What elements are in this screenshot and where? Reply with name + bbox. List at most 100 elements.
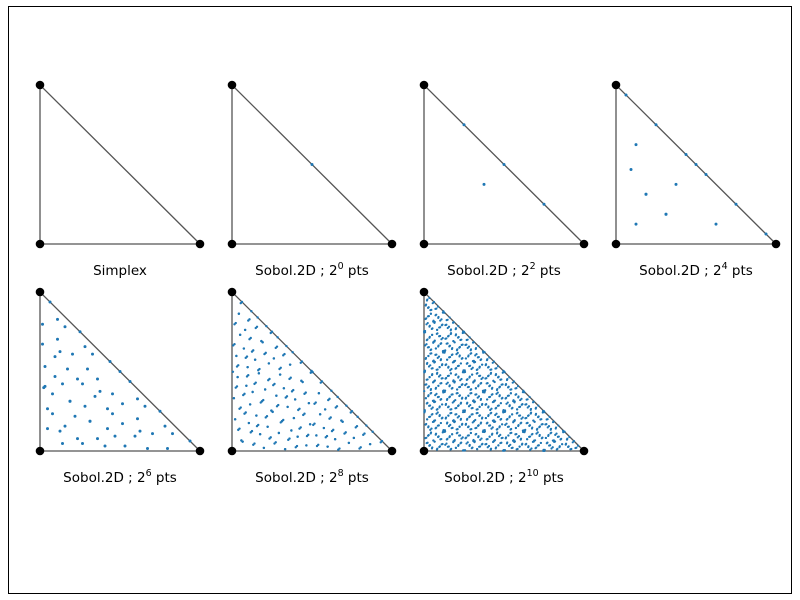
sample-point (469, 403, 472, 407)
simplex-vertex (35, 446, 45, 456)
sample-point (322, 426, 326, 430)
sample-point (480, 381, 483, 385)
sample-point (443, 389, 446, 393)
sample-point (453, 360, 456, 363)
sample-point (432, 319, 435, 322)
sample-point (448, 316, 451, 319)
sample-point (468, 364, 471, 368)
sample-point (540, 437, 543, 440)
sample-point (133, 434, 137, 438)
sample-point (282, 354, 285, 357)
panel-title-suffix: pts (344, 470, 369, 486)
sample-point (474, 387, 477, 390)
sample-point (519, 398, 522, 402)
sample-point (430, 327, 433, 331)
sample-point (336, 395, 339, 399)
panel-title-exponent: 6 (146, 468, 152, 479)
sample-point (438, 414, 441, 417)
sample-point (514, 387, 517, 390)
sample-point (428, 444, 431, 447)
sample-point (56, 317, 59, 321)
sample-point (305, 444, 308, 447)
sample-point (460, 423, 464, 426)
sample-point (480, 403, 484, 406)
sample-point (500, 397, 503, 400)
sample-point (121, 422, 124, 426)
sample-point (428, 404, 431, 407)
sample-point (454, 334, 457, 337)
sample-point (543, 411, 546, 414)
sample-point (289, 376, 292, 379)
sample-point (466, 346, 469, 349)
sample-point (278, 373, 282, 376)
sample-point (53, 374, 57, 378)
sample-point (553, 440, 557, 443)
sample-point (510, 388, 513, 391)
sample-point (427, 434, 430, 437)
sample-point (451, 393, 454, 396)
sample-point (76, 437, 79, 441)
sample-point (527, 414, 530, 417)
sample-point (466, 441, 469, 444)
sample-point (332, 428, 335, 432)
sample-point (461, 343, 464, 346)
sample-point (163, 424, 167, 428)
sample-point (470, 407, 473, 410)
sample-point (491, 386, 494, 389)
sample-point (536, 444, 540, 447)
sample-point (468, 443, 471, 447)
sample-point (485, 359, 489, 362)
sample-point (423, 390, 426, 393)
sample-point (337, 448, 340, 451)
sample-point (522, 390, 525, 393)
sample-point (235, 354, 238, 358)
sample-point (449, 372, 452, 375)
sample-point (451, 346, 454, 350)
panel-title-exponent: 8 (338, 468, 344, 479)
sample-point (462, 123, 466, 127)
sample-point (704, 172, 708, 176)
sample-point (461, 396, 464, 399)
sample-point (429, 428, 432, 431)
sample-point (248, 403, 252, 406)
sample-point (433, 321, 436, 324)
sample-point (467, 385, 470, 388)
simplex-vertex (771, 239, 781, 249)
sample-point (291, 351, 294, 354)
sample-point (304, 391, 307, 394)
sample-point (426, 315, 430, 318)
sample-point (502, 163, 506, 166)
sample-point (477, 355, 480, 359)
sample-point (565, 438, 569, 441)
sample-point (254, 326, 257, 330)
sample-point (480, 358, 483, 361)
sample-point (272, 383, 275, 387)
sample-point (234, 386, 237, 389)
sample-point (269, 331, 272, 335)
sample-point (53, 355, 57, 359)
sample-point (41, 342, 44, 346)
sample-point (503, 371, 506, 374)
sample-point (548, 415, 551, 418)
sample-point (171, 432, 174, 436)
sample-point (138, 429, 142, 433)
sample-point (455, 366, 458, 370)
sample-point (431, 302, 434, 305)
sample-point (430, 373, 434, 377)
sample-point (428, 324, 431, 327)
sample-point (519, 438, 522, 441)
sample-point (474, 346, 478, 350)
sample-point (481, 416, 484, 419)
sample-point (456, 416, 459, 419)
sample-point (501, 383, 504, 386)
sample-point (329, 416, 332, 419)
sample-point (499, 402, 502, 405)
sample-point (344, 431, 347, 434)
sample-point (507, 425, 510, 428)
sample-point (479, 398, 482, 402)
sample-point (444, 443, 447, 446)
sample-point (488, 424, 491, 427)
simplex-vertex (419, 239, 429, 249)
sample-point (518, 445, 521, 448)
sample-point (490, 411, 493, 414)
